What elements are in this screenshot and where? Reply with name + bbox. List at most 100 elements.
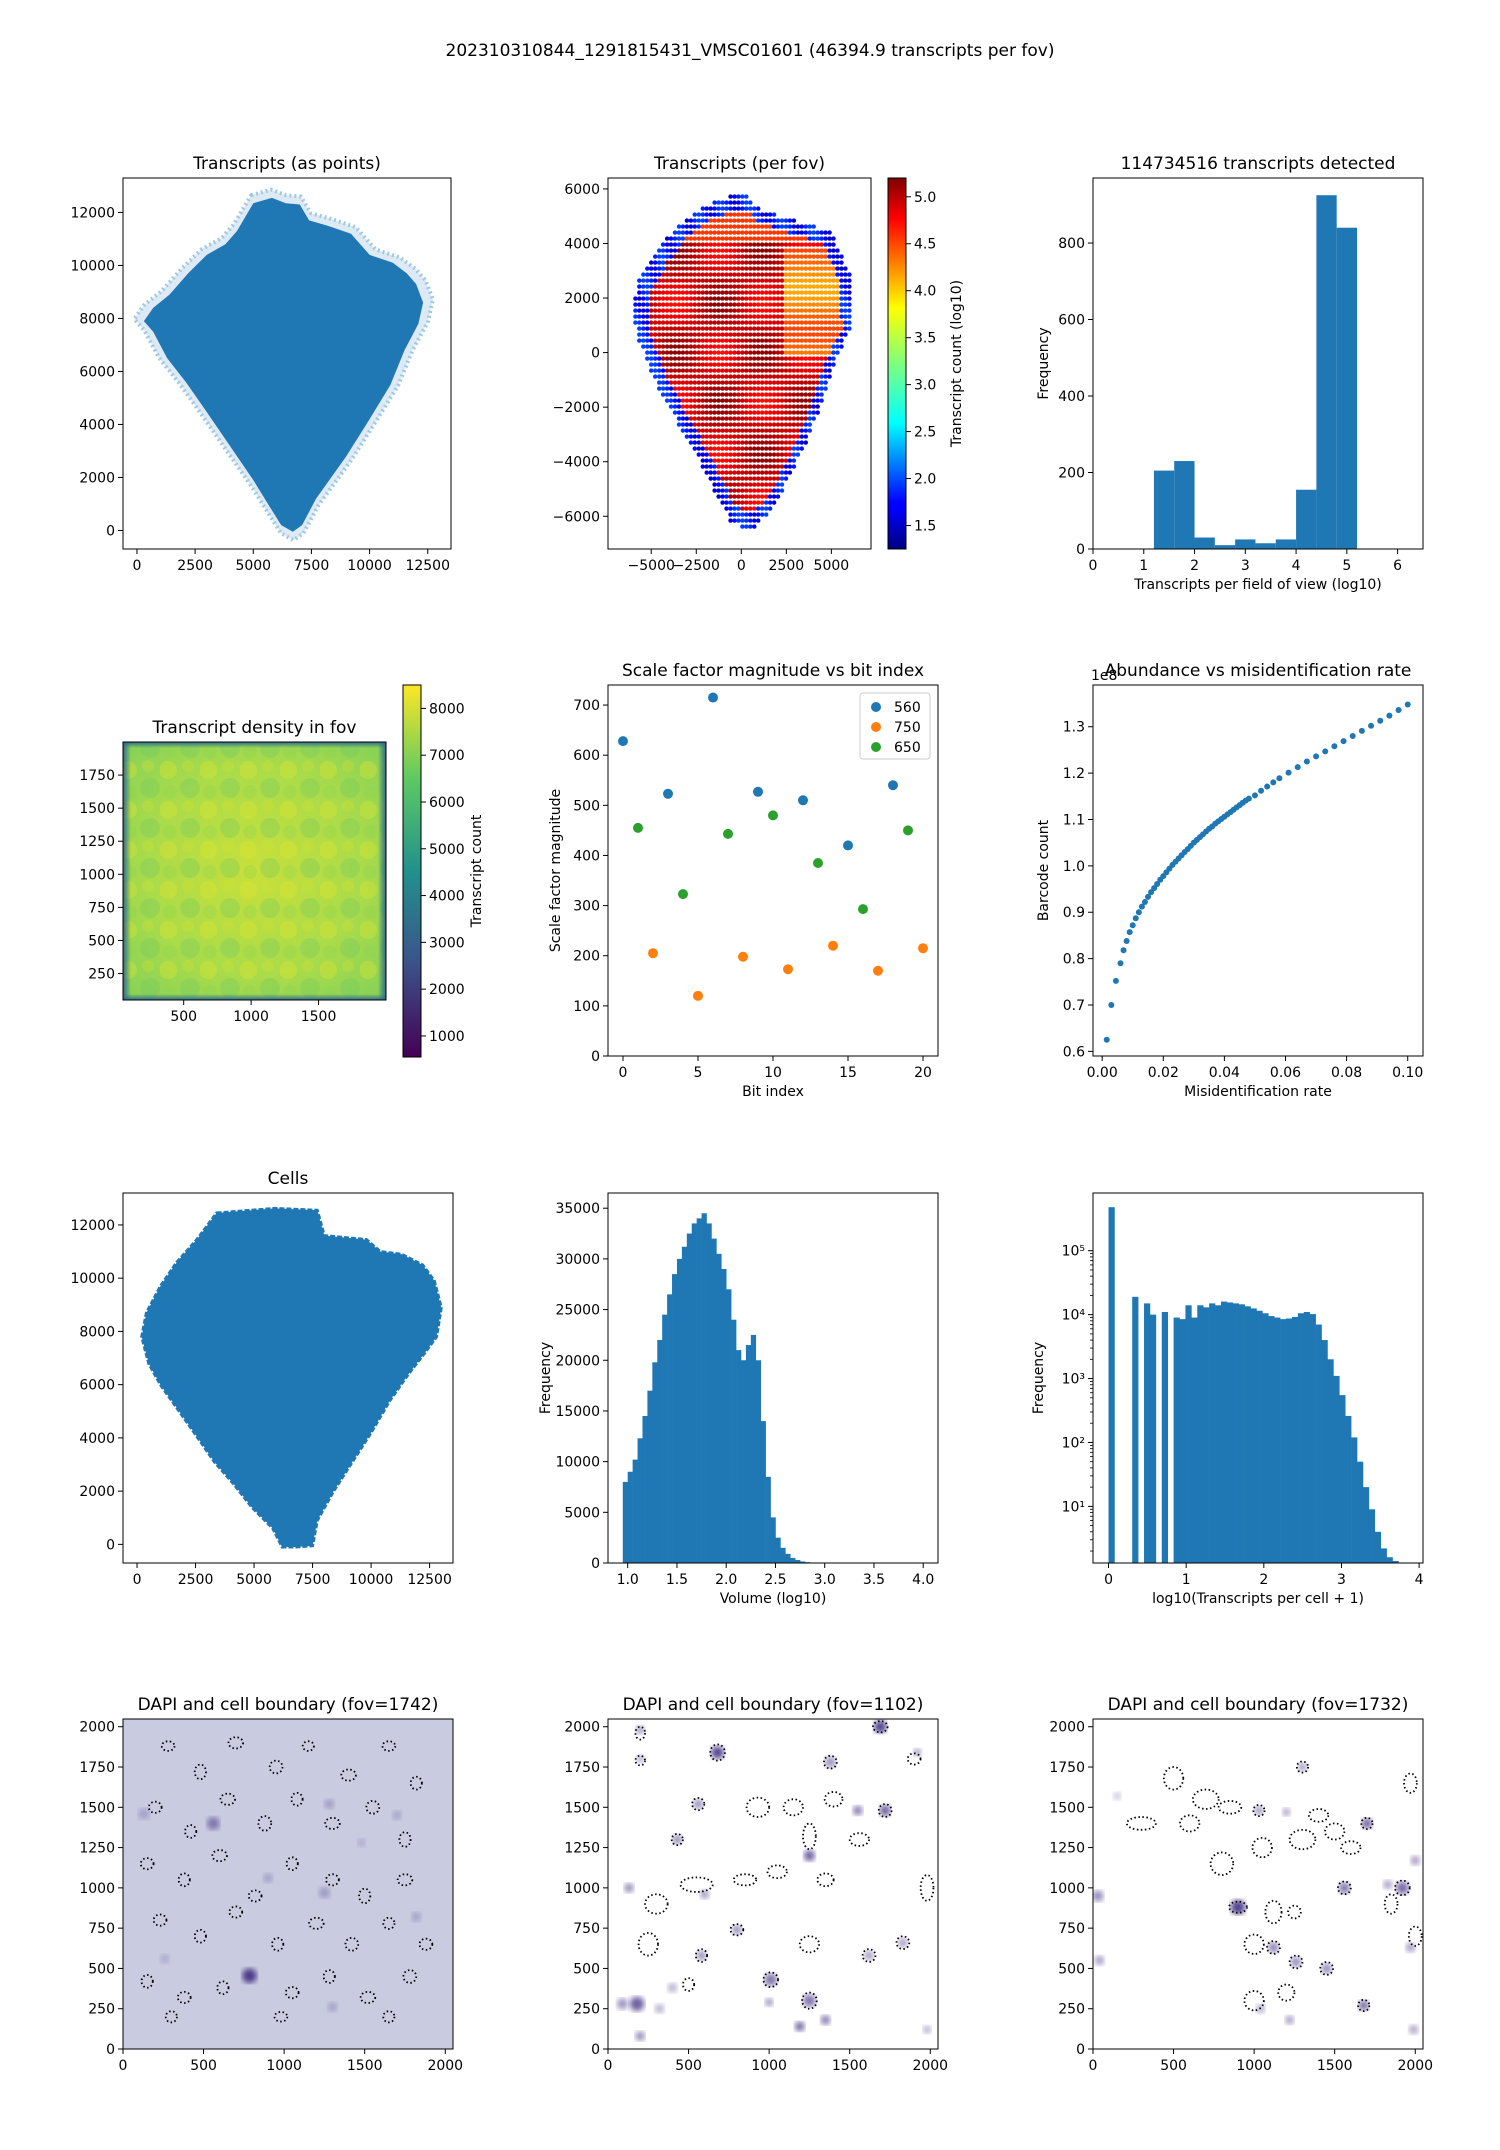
- fov-point: [664, 374, 670, 379]
- fov-point: [668, 260, 674, 265]
- fov-point: [736, 278, 741, 283]
- fov-point: [783, 464, 789, 469]
- fov-point: [823, 230, 828, 235]
- fov-point: [657, 278, 662, 283]
- fov-point: [779, 386, 785, 391]
- fov-point: [764, 500, 769, 505]
- hist-bar: [1374, 1531, 1381, 1563]
- fov-point: [724, 464, 729, 469]
- fov-point: [795, 440, 801, 445]
- fov-point: [764, 314, 769, 319]
- fov-point: [803, 308, 808, 313]
- fov-point: [704, 350, 709, 355]
- fov-point: [791, 410, 797, 415]
- fov-point: [823, 356, 828, 361]
- fov-point: [712, 464, 717, 469]
- fov-point: [847, 314, 852, 319]
- fov-point: [724, 458, 729, 463]
- fov-point: [684, 320, 690, 325]
- fov-point: [779, 284, 785, 289]
- hist-bar: [1191, 1317, 1198, 1563]
- fov-point: [692, 356, 697, 361]
- chart-dapi-fov-1732: 0 500 1000 1500 2000025050075010001250150017…: [1049, 1695, 1433, 2074]
- fov-point: [831, 362, 836, 367]
- fov-point: [799, 392, 804, 397]
- fov-point: [807, 410, 812, 415]
- fov-point: [732, 392, 737, 397]
- fov-point: [764, 380, 769, 385]
- fov-point: [704, 434, 709, 439]
- fov-point: [728, 482, 733, 487]
- fov-point: [668, 266, 674, 271]
- fov-point: [791, 296, 797, 301]
- fov-point: [771, 404, 777, 409]
- fov-point: [827, 278, 832, 283]
- fov-point: [740, 470, 745, 475]
- fov-point: [831, 356, 836, 361]
- fov-point: [771, 428, 777, 433]
- fov-point: [645, 338, 650, 343]
- fov-point: [744, 362, 749, 367]
- fov-point: [664, 332, 670, 337]
- fov-point: [704, 218, 709, 223]
- fov-point: [736, 440, 741, 445]
- fov-point: [657, 284, 662, 289]
- fov-point: [641, 302, 646, 307]
- fov-point: [847, 284, 852, 289]
- hist-bar: [1244, 1306, 1251, 1563]
- fov-point: [664, 296, 670, 301]
- fov-point: [752, 464, 757, 469]
- fov-point: [843, 320, 848, 325]
- fov-point: [708, 218, 713, 223]
- fov-point: [732, 314, 737, 319]
- fov-point: [748, 278, 753, 283]
- y-tick-label: 750: [573, 1921, 600, 1937]
- fov-point: [771, 482, 777, 487]
- colorbar-tick-label: 7000: [429, 748, 465, 764]
- fov-point: [827, 242, 832, 247]
- fov-point: [807, 302, 812, 307]
- fov-point: [732, 404, 737, 409]
- chart-transcripts-points: 0 2500 5000 7500 10000 1250002000400060008000…: [70, 154, 452, 574]
- fov-point: [787, 446, 793, 451]
- fov-point: [787, 344, 793, 349]
- fov-point: [700, 320, 705, 325]
- y-tick-label: 0.7: [1063, 998, 1085, 1014]
- fov-point: [760, 248, 765, 253]
- y-tick-label: 1500: [564, 1800, 600, 1816]
- y-tick-label: 2000: [79, 1484, 115, 1500]
- fov-point: [807, 290, 812, 295]
- cell-boundary: [322, 1969, 336, 1984]
- nucleus: [635, 1725, 645, 1735]
- x-tick-label: 3: [1337, 1572, 1346, 1588]
- fov-point: [795, 422, 801, 427]
- fov-point: [815, 368, 820, 373]
- fov-point: [692, 386, 697, 391]
- fov-point: [835, 302, 840, 307]
- fov-point: [748, 266, 753, 271]
- fov-point: [692, 254, 697, 259]
- fov-point: [807, 356, 812, 361]
- fov-point: [732, 212, 737, 217]
- fov-point: [767, 266, 773, 271]
- fov-point: [672, 266, 678, 271]
- fov-point: [779, 482, 785, 487]
- fov-point: [732, 194, 737, 199]
- fov-point: [807, 380, 812, 385]
- fov-point: [795, 362, 801, 367]
- fov-point: [716, 290, 721, 295]
- fov-point: [827, 302, 832, 307]
- fov-point: [712, 290, 717, 295]
- x-tick-label: 2500: [769, 558, 805, 574]
- heatmap-edge-right: [378, 742, 386, 1000]
- dapi-nuclei: [138, 1799, 422, 2012]
- fov-point: [728, 224, 733, 229]
- fov-point: [692, 272, 697, 277]
- nucleus: [1408, 2024, 1419, 2035]
- hist-bar: [696, 1218, 702, 1563]
- y-tick-label: 1750: [564, 1760, 600, 1776]
- fov-point: [787, 428, 793, 433]
- fov-point: [795, 242, 801, 247]
- fov-point: [660, 254, 666, 259]
- fov-point: [787, 350, 793, 355]
